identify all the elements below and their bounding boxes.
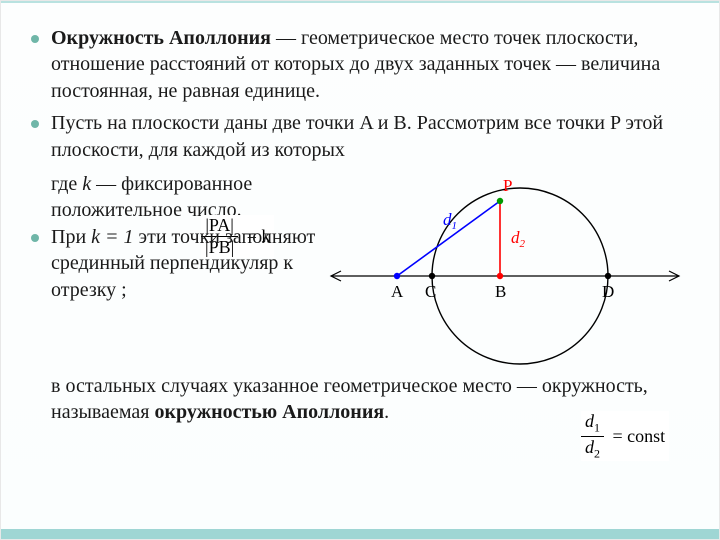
bullet-1: Окружность Аполлония — геометрическое ме… (29, 25, 691, 104)
svg-text:A: A (391, 282, 404, 301)
bullet-list: Окружность Аполлония — геометрическое ме… (29, 25, 691, 163)
const-num: d1 (581, 411, 604, 437)
term-apollonius: Окружность Аполлония (51, 27, 271, 49)
bullet-2-text: Пусть на плоскости даны две точки A и B.… (51, 112, 663, 160)
svg-text:P: P (503, 176, 512, 195)
l1-k: k (82, 173, 91, 195)
lower-left-text: где k — фиксированное положительное числ… (29, 171, 319, 303)
svg-text:d1: d1 (443, 210, 457, 232)
const-den-d: d (585, 437, 594, 457)
final-dot: . (384, 401, 389, 423)
apollonius-diagram: A C B D Pd1 d2 (325, 171, 685, 371)
svg-text:B: B (495, 282, 506, 301)
bullet-3: При k = 1 эти точки заполняют срединный … (51, 224, 319, 303)
accent-bottom (1, 529, 719, 539)
l2a: При (51, 226, 91, 248)
final-term: окружностью Аполлония (154, 401, 384, 423)
svg-text:D: D (602, 282, 614, 301)
const-num-d: d (585, 411, 594, 431)
diagram-wrap: A C B D Pd1 d2 (319, 171, 691, 371)
l1a: где (51, 173, 82, 195)
svg-text:d2: d2 (511, 228, 526, 250)
const-den-sub: 2 (594, 446, 600, 460)
svg-text:C: C (425, 282, 436, 301)
const-num-sub: 1 (594, 421, 600, 435)
const-eq: = const (604, 426, 669, 446)
bullet-2: Пусть на плоскости даны две точки A и B.… (29, 110, 691, 163)
accent-top (1, 1, 719, 3)
const-den: d2 (581, 437, 604, 462)
l2-k: k = 1 (91, 226, 133, 248)
formula-const: d1 d2 = const (581, 411, 669, 461)
lower-row: где k — фиксированное положительное числ… (29, 171, 691, 371)
slide: Окружность Аполлония — геометрическое ме… (0, 0, 720, 540)
